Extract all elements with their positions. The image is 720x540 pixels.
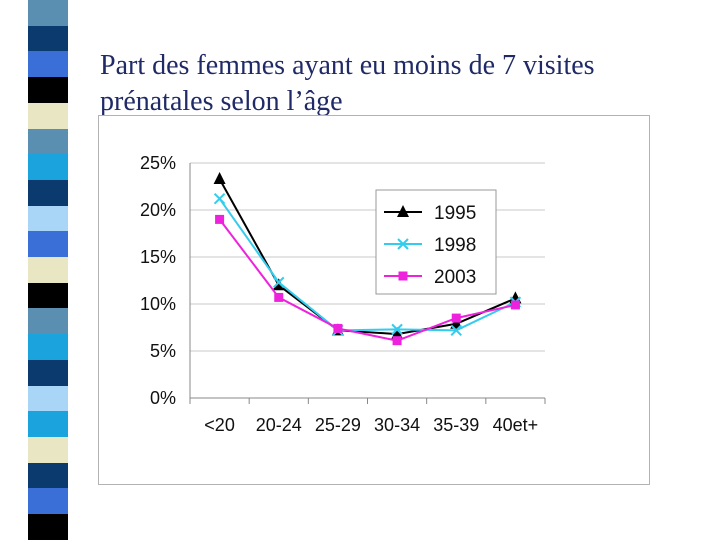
stripe-segment [28,436,68,463]
stripe-segment [28,514,68,540]
stripe-segment [28,25,68,52]
slide-title: Part des femmes ayant eu moins de 7 visi… [100,48,700,120]
stripe-segment [28,411,68,437]
stripe-segment [28,205,68,232]
stripe-segment [28,257,68,283]
stripe-segment [28,488,68,515]
stripe-segment [28,128,68,155]
stripe-segment [28,77,68,103]
decorative-stripe-bar [28,0,68,540]
stripe-segment [28,102,68,129]
stripe-segment [28,385,68,412]
stripe-segment [28,308,68,335]
stripe-segment [28,0,68,26]
stripe-segment [28,51,68,78]
stripe-segment [28,359,68,386]
stripe-segment [28,179,68,206]
slide-title-line1: Part des femmes ayant eu moins de 7 visi… [100,50,595,81]
stripe-segment [28,462,68,489]
stripe-segment [28,231,68,258]
stripe-segment [28,334,68,360]
slide-title-line2: prénatales selon l’âge [100,86,343,117]
stripe-segment [28,154,68,180]
chart-frame [98,115,650,485]
stripe-segment [28,282,68,309]
